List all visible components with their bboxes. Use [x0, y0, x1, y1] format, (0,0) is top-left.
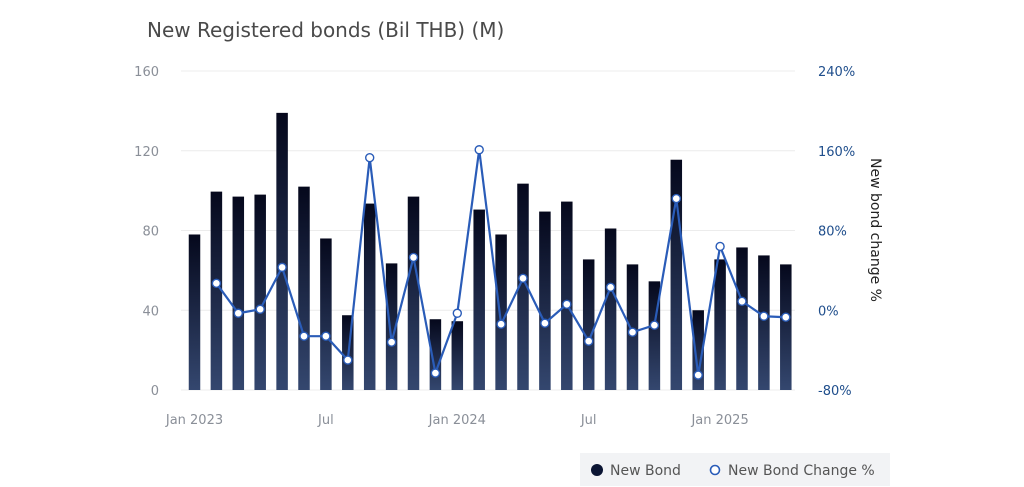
bar-series — [188, 112, 792, 391]
change-point — [627, 327, 638, 337]
change-point — [277, 262, 287, 273]
change-point — [452, 308, 462, 318]
bar — [495, 234, 507, 390]
y-left-tick-label: 160 — [134, 65, 159, 80]
bar — [780, 264, 792, 390]
y-left-tick-label: 40 — [142, 304, 159, 319]
change-point — [343, 355, 353, 365]
legend-background — [580, 453, 890, 486]
legend-label-new-bond: New Bond — [610, 463, 681, 479]
change-point — [233, 308, 244, 318]
chart-title: New Registered bonds (Bil THB) (M) — [147, 18, 504, 42]
bar — [232, 196, 245, 390]
change-point — [430, 368, 441, 378]
bar — [473, 209, 485, 390]
bar — [561, 201, 573, 390]
right-axis-title: New bond change % — [867, 158, 883, 302]
bar — [298, 186, 310, 390]
change-point — [671, 193, 681, 204]
change-point — [781, 312, 791, 322]
change-point — [540, 318, 550, 328]
bar — [692, 310, 704, 390]
x-tick-label: Jul — [580, 413, 597, 428]
x-tick-label: Jan 2024 — [428, 413, 486, 428]
bar — [363, 203, 376, 390]
bar — [582, 259, 595, 390]
bar — [385, 263, 398, 390]
bar — [539, 211, 551, 390]
x-tick-label: Jan 2023 — [165, 413, 223, 428]
y-right-tick-label: -80% — [818, 384, 852, 399]
legend-marker-new-bond-change — [709, 464, 721, 476]
bar — [714, 259, 726, 390]
change-point — [474, 145, 484, 155]
y-left-tick-label: 0 — [151, 384, 159, 399]
change-point — [386, 337, 397, 347]
y-left-tick-label: 80 — [142, 225, 159, 240]
change-point — [737, 296, 747, 306]
change-point — [211, 278, 222, 289]
bar — [188, 234, 201, 390]
bar — [407, 196, 420, 390]
change-point — [518, 273, 528, 284]
x-tick-label: Jan 2025 — [690, 413, 748, 428]
y-right-tick-label: 80% — [818, 225, 847, 240]
bar — [517, 183, 529, 390]
change-point — [408, 252, 419, 263]
line-series — [211, 145, 791, 380]
change-point — [605, 282, 616, 293]
change-point — [759, 311, 769, 321]
change-point — [715, 241, 725, 252]
axes: 0 -80% 40 0% 80 80% 120 160% 160 240% Jan 2023 Jul J… — [134, 65, 855, 428]
change-point — [299, 331, 309, 341]
bar — [758, 255, 770, 390]
change-point — [584, 336, 594, 346]
change-point — [496, 319, 506, 329]
legend-marker-new-bond — [591, 464, 603, 476]
bar — [254, 194, 266, 390]
change-point — [693, 370, 703, 380]
bar — [736, 247, 748, 390]
x-tick-label: Jul — [317, 413, 334, 428]
y-left-tick-label: 120 — [134, 145, 159, 160]
y-right-tick-label: 240% — [818, 65, 855, 80]
bar — [626, 264, 639, 390]
bar — [276, 112, 288, 391]
change-point — [562, 299, 572, 309]
y-right-tick-label: 0% — [818, 304, 839, 319]
bar — [648, 281, 661, 390]
change-point — [321, 331, 331, 341]
change-point — [365, 153, 375, 163]
bar — [604, 228, 617, 390]
bar — [451, 321, 464, 390]
change-point — [255, 304, 265, 314]
y-right-tick-label: 160% — [818, 145, 855, 160]
legend: New Bond New Bond Change % — [580, 453, 890, 486]
bar — [320, 238, 332, 390]
change-point — [649, 320, 660, 330]
bar — [210, 191, 223, 390]
bar — [670, 159, 683, 390]
bar — [429, 319, 442, 390]
legend-label-new-bond-change: New Bond Change % — [728, 463, 875, 479]
